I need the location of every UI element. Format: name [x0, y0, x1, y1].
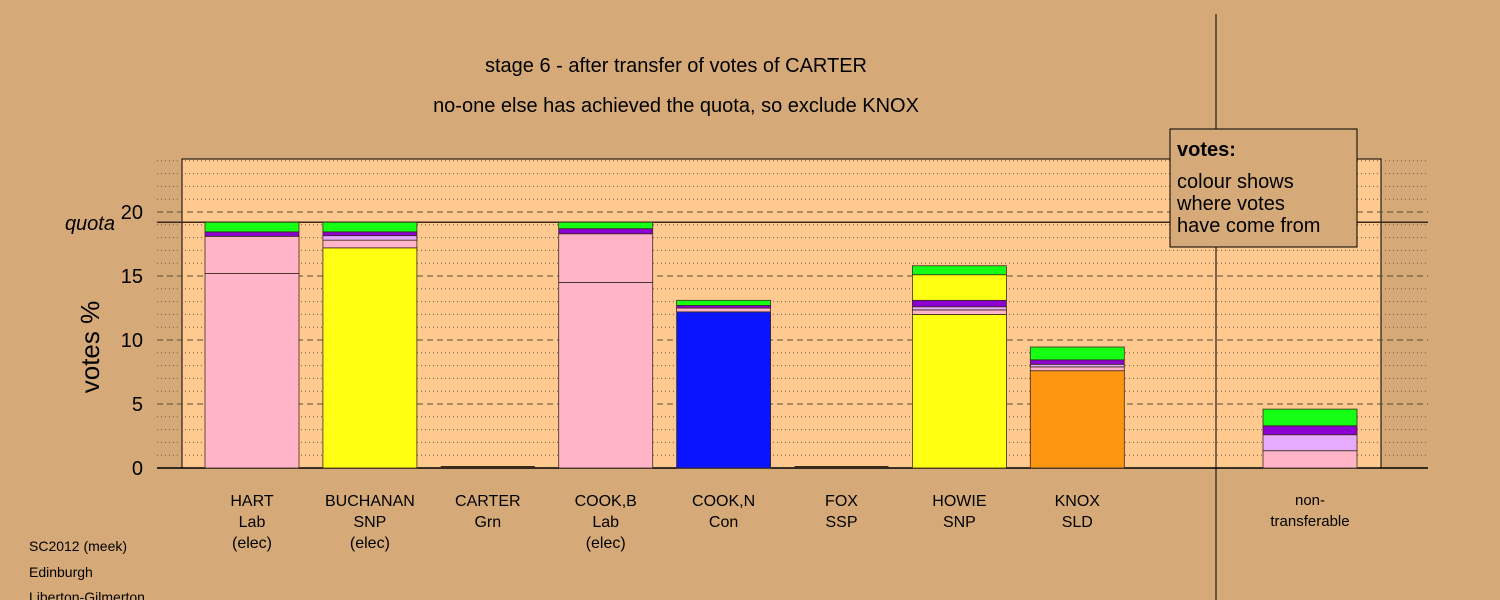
category-party: SNP — [353, 514, 386, 531]
legend-box — [1169, 128, 1358, 248]
category-name: COOK,B — [575, 493, 637, 510]
category-name: KNOX — [1055, 493, 1101, 510]
bar-segment — [204, 231, 300, 237]
y-tick-label: 10 — [121, 330, 143, 352]
bar-segment — [912, 299, 1007, 308]
bar-segment — [1262, 434, 1358, 452]
bar-segment — [1029, 370, 1125, 469]
category-name: FOX — [825, 493, 858, 510]
bar-segment — [1029, 346, 1125, 361]
bar-segment — [204, 273, 300, 469]
bar-segment — [1029, 366, 1125, 372]
chart-subtitle: no-one else has achieved the quota, so e… — [433, 95, 919, 117]
bar-segment — [676, 299, 771, 306]
legend-line-2: where votes — [1176, 193, 1285, 215]
x-axis-labels: HART Lab (elec) BUCHANAN SNP (elec) CARTER Grn C… — [230, 492, 1349, 552]
y-tick-label: 15 — [121, 266, 143, 288]
bar-segment — [322, 239, 418, 249]
bar-segment — [912, 306, 1007, 311]
category-name: HOWIE — [932, 493, 986, 510]
nontransferable-label: non- — [1295, 492, 1325, 509]
category-party: SSP — [825, 514, 857, 531]
legend-title: votes: — [1177, 139, 1236, 161]
bar-segment — [676, 307, 771, 313]
bar-segment — [322, 235, 418, 241]
category-party: Lab — [239, 514, 266, 531]
bar-segment — [322, 247, 418, 469]
category-name: CARTER — [455, 493, 521, 510]
bar-segment — [322, 231, 418, 237]
bars — [204, 221, 1358, 469]
footer-council: Edinburgh — [29, 564, 93, 580]
footer-ward: Liberton-Gilmerton — [29, 589, 145, 600]
bar-segment — [558, 228, 654, 235]
category-status: (elec) — [350, 535, 390, 552]
bar-segment — [676, 311, 771, 469]
category-party: Con — [709, 514, 738, 531]
bar-segment — [558, 281, 654, 469]
bar-segment — [558, 233, 654, 283]
legend: votes: colour shows where votes have com… — [1169, 128, 1358, 248]
nontransferable-label: transferable — [1270, 513, 1349, 530]
legend-line-1: colour shows — [1177, 171, 1294, 193]
bar-segment — [204, 221, 300, 233]
category-status: (elec) — [232, 535, 272, 552]
category-party: SNP — [943, 514, 976, 531]
bar-segment — [1262, 425, 1358, 436]
bar-segment — [912, 265, 1007, 276]
bar-segment — [1029, 359, 1125, 365]
bar-segment — [1262, 408, 1358, 427]
legend-line-3: have come from — [1177, 215, 1320, 237]
quota-label: quota — [65, 213, 115, 235]
y-tick-label: 20 — [121, 202, 143, 224]
footer-system: SC2012 (meek) — [29, 538, 127, 554]
category-name: COOK,N — [692, 493, 755, 510]
bar-segment — [558, 221, 654, 230]
y-axis: 0 5 10 15 20 — [121, 202, 143, 480]
bar-segment — [912, 309, 1007, 315]
category-status: (elec) — [586, 535, 626, 552]
category-party: Lab — [592, 514, 619, 531]
chart-title: stage 6 - after transfer of votes of CAR… — [485, 55, 867, 77]
category-party: Grn — [474, 514, 501, 531]
category-party: SLD — [1062, 514, 1093, 531]
y-axis-label: votes % — [75, 301, 105, 394]
category-name: HART — [230, 493, 273, 510]
bar-segment — [322, 221, 418, 233]
bar-segment — [204, 235, 300, 274]
category-name: BUCHANAN — [325, 493, 415, 510]
bar-segment — [1262, 450, 1358, 469]
bar-segment — [912, 274, 1007, 301]
bar-segment — [912, 313, 1007, 469]
y-tick-label: 0 — [132, 458, 143, 480]
y-tick-label: 5 — [132, 394, 143, 416]
